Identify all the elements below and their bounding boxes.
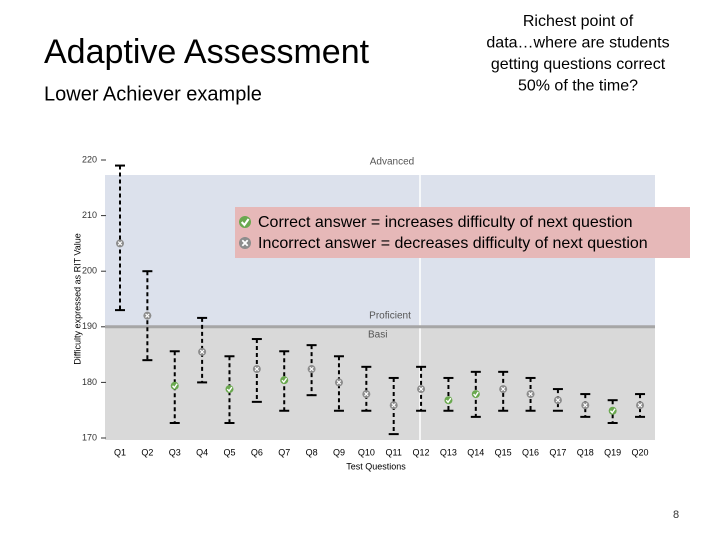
marker-check <box>226 386 233 393</box>
callout-line: 50% of the time? <box>518 78 638 95</box>
marker-x <box>336 380 342 385</box>
callout-line: getting questions correct <box>491 56 666 73</box>
slide-title: Adaptive Assessment <box>44 33 370 71</box>
marker <box>225 385 234 394</box>
band-label: Basi <box>368 329 387 340</box>
marker <box>581 401 590 410</box>
x-tick-label: Q7 <box>278 447 290 457</box>
marker <box>362 390 371 399</box>
marker <box>608 406 617 415</box>
x-tick-label: Q15 <box>495 447 512 457</box>
marker <box>334 378 343 387</box>
marker-x <box>364 391 369 397</box>
marker-x <box>145 313 150 318</box>
marker <box>307 365 316 374</box>
x-axis-label: Test Questions <box>346 461 406 471</box>
legend-label: Correct answer = increases difficulty of… <box>258 214 633 231</box>
x-tick-label: Q20 <box>632 447 649 457</box>
x-tick-label: Q11 <box>386 447 402 457</box>
y-axis-label: Difficulty expressed as RIT Value <box>72 233 82 365</box>
lower-band <box>105 328 655 440</box>
marker <box>280 376 289 385</box>
marker <box>553 396 562 405</box>
callout-line: data…where are students <box>486 35 669 52</box>
marker-circle <box>444 396 453 405</box>
x-tick-label: Q1 <box>114 447 126 457</box>
x-tick-label: Q4 <box>196 447 208 457</box>
marker-circle <box>170 381 179 390</box>
marker <box>170 381 179 390</box>
legend-box <box>235 207 690 258</box>
marker-check <box>172 383 178 389</box>
marker-circle <box>280 376 289 385</box>
x-tick-label: Q18 <box>577 447 594 457</box>
x-tick-label: Q16 <box>522 447 539 457</box>
y-tick-label: 220 <box>82 154 97 164</box>
marker-x <box>500 386 506 392</box>
marker <box>116 239 124 248</box>
x-tick-label: Q9 <box>333 447 345 457</box>
marker-check <box>240 218 250 227</box>
marker-check <box>609 408 616 414</box>
marker <box>499 385 508 394</box>
marker <box>526 390 535 399</box>
marker-x <box>309 366 314 372</box>
marker-x <box>199 349 205 355</box>
band-label: Proficient <box>369 310 411 321</box>
marker <box>444 396 453 405</box>
marker-x <box>528 391 533 397</box>
y-tick-label: 190 <box>82 321 97 331</box>
marker-circle <box>225 385 234 394</box>
x-tick-label: Q12 <box>413 447 430 457</box>
marker-x <box>418 386 424 392</box>
marker <box>252 365 261 374</box>
marker <box>239 216 251 228</box>
x-tick-label: Q10 <box>358 447 375 457</box>
page-number: 8 <box>673 509 679 521</box>
marker <box>239 237 251 249</box>
callout-line: Richest point of <box>523 13 634 30</box>
x-tick-label: Q19 <box>604 447 621 457</box>
marker <box>636 401 645 410</box>
marker-circle <box>239 216 251 228</box>
y-tick-label: 200 <box>82 266 97 276</box>
band-label: Advanced <box>370 157 414 168</box>
marker-x <box>117 241 123 246</box>
marker <box>389 401 398 410</box>
marker <box>198 347 207 356</box>
marker-x <box>637 402 643 408</box>
marker-x <box>555 397 561 403</box>
y-tick-label: 180 <box>82 377 97 387</box>
marker-check <box>281 377 288 384</box>
x-tick-label: Q2 <box>141 447 153 457</box>
marker-circle <box>471 390 480 399</box>
marker-x <box>391 402 396 408</box>
marker-check <box>473 391 479 398</box>
x-tick-label: Q6 <box>251 447 263 457</box>
x-tick-label: Q8 <box>306 447 318 457</box>
x-tick-label: Q5 <box>223 447 235 457</box>
marker-x <box>241 239 249 247</box>
marker-x <box>583 402 588 408</box>
legend-label: Incorrect answer = decreases difficulty … <box>258 235 648 252</box>
marker <box>143 311 152 320</box>
slide-subtitle: Lower Achiever example <box>44 83 262 105</box>
marker <box>471 390 480 399</box>
y-tick-label: 210 <box>82 210 97 220</box>
x-tick-label: Q3 <box>169 447 181 457</box>
marker-check <box>445 397 452 404</box>
marker <box>417 385 426 394</box>
marker-circle <box>608 406 617 415</box>
marker-x <box>254 366 260 372</box>
x-tick-label: Q17 <box>549 447 566 457</box>
y-tick-label: 170 <box>82 432 97 442</box>
x-tick-label: Q14 <box>467 447 484 457</box>
x-tick-label: Q13 <box>440 447 457 457</box>
